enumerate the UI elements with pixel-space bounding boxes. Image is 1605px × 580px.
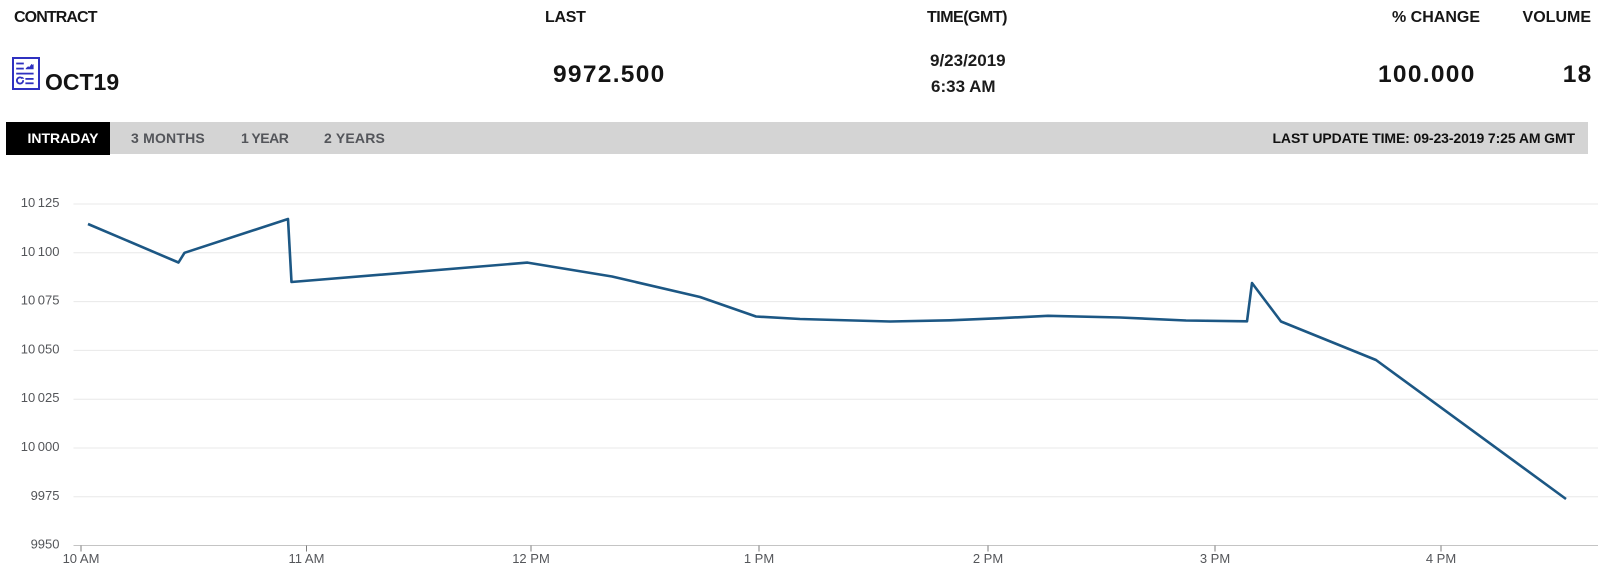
svg-text:10 100: 10 100 bbox=[21, 244, 60, 259]
svg-text:3 PM: 3 PM bbox=[1200, 551, 1230, 566]
svg-text:12 PM: 12 PM bbox=[512, 551, 550, 566]
svg-text:10 025: 10 025 bbox=[21, 390, 60, 405]
svg-text:2 PM: 2 PM bbox=[973, 551, 1003, 566]
svg-text:10 AM: 10 AM bbox=[63, 551, 100, 566]
svg-text:10 050: 10 050 bbox=[21, 341, 60, 356]
svg-text:9950: 9950 bbox=[31, 537, 60, 552]
svg-text:10 125: 10 125 bbox=[21, 195, 60, 210]
svg-text:4 PM: 4 PM bbox=[1426, 551, 1456, 566]
svg-text:1 PM: 1 PM bbox=[744, 551, 774, 566]
svg-text:9975: 9975 bbox=[31, 488, 60, 503]
svg-text:10 075: 10 075 bbox=[21, 293, 60, 308]
svg-text:11 AM: 11 AM bbox=[289, 551, 325, 566]
svg-text:10 000: 10 000 bbox=[21, 439, 60, 454]
